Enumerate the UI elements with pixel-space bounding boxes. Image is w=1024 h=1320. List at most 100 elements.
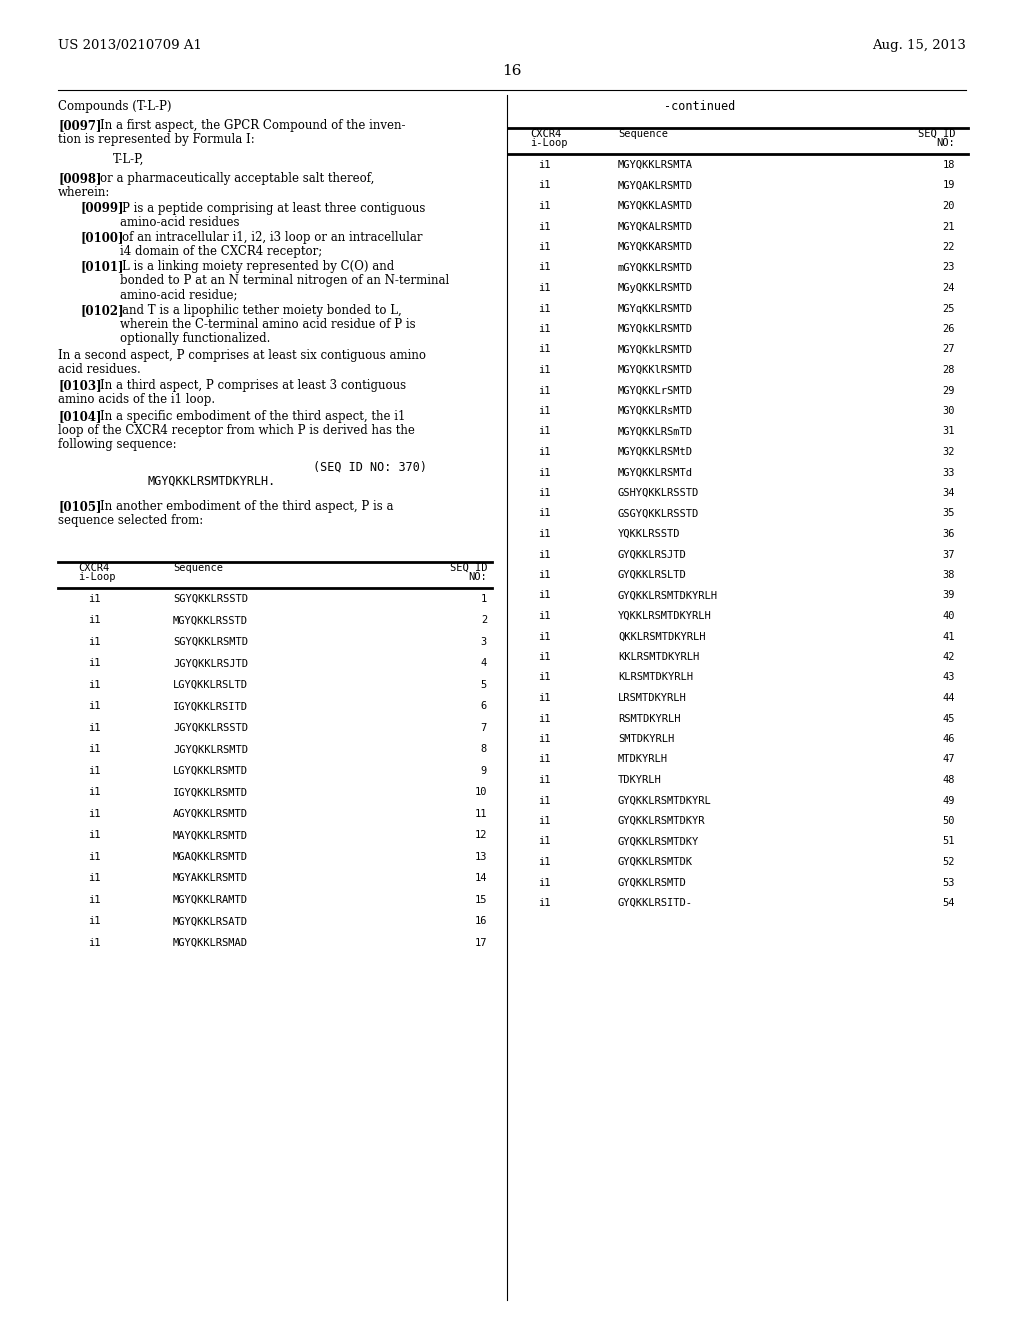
Text: i1: i1 — [538, 898, 550, 908]
Text: MGYQkKLRSMTD: MGYQkKLRSMTD — [618, 323, 693, 334]
Text: SGYQKKLRSSTD: SGYQKKLRSSTD — [173, 594, 248, 603]
Text: amino-acid residues: amino-acid residues — [120, 215, 240, 228]
Text: i1: i1 — [538, 447, 550, 457]
Text: LGYQKKLRSMTD: LGYQKKLRSMTD — [173, 766, 248, 776]
Text: 50: 50 — [942, 816, 955, 826]
Text: [0099]: [0099] — [80, 202, 124, 215]
Text: TDKYRLH: TDKYRLH — [618, 775, 662, 785]
Text: [0104]: [0104] — [58, 411, 101, 424]
Text: 39: 39 — [942, 590, 955, 601]
Text: IGYQKKLRSMTD: IGYQKKLRSMTD — [173, 787, 248, 797]
Text: loop of the CXCR4 receptor from which P is derived has the: loop of the CXCR4 receptor from which P … — [58, 424, 415, 437]
Text: CXCR4: CXCR4 — [78, 562, 110, 573]
Text: i1: i1 — [538, 714, 550, 723]
Text: i1: i1 — [538, 282, 550, 293]
Text: L is a linking moiety represented by C(O) and: L is a linking moiety represented by C(O… — [122, 260, 394, 273]
Text: KLRSMTDKYRLH: KLRSMTDKYRLH — [618, 672, 693, 682]
Text: 42: 42 — [942, 652, 955, 663]
Text: In a third aspect, P comprises at least 3 contiguous: In a third aspect, P comprises at least … — [100, 379, 407, 392]
Text: SGYQKKLRSMTD: SGYQKKLRSMTD — [173, 636, 248, 647]
Text: MGYQKALRSMTD: MGYQKALRSMTD — [618, 222, 693, 231]
Text: sequence selected from:: sequence selected from: — [58, 513, 203, 527]
Text: [0098]: [0098] — [58, 172, 101, 185]
Text: MGYqKKLRSMTD: MGYqKKLRSMTD — [618, 304, 693, 314]
Text: i1: i1 — [538, 467, 550, 478]
Text: MGYQKKARSMTD: MGYQKKARSMTD — [618, 242, 693, 252]
Text: In a first aspect, the GPCR Compound of the inven-: In a first aspect, the GPCR Compound of … — [100, 119, 406, 132]
Text: 16: 16 — [502, 63, 522, 78]
Text: 52: 52 — [942, 857, 955, 867]
Text: GYQKKLRSMTDKYR: GYQKKLRSMTDKYR — [618, 816, 706, 826]
Text: MGYAKKLRSMTD: MGYAKKLRSMTD — [173, 874, 248, 883]
Text: GYQKKLRSITD-: GYQKKLRSITD- — [618, 898, 693, 908]
Text: [0105]: [0105] — [58, 500, 101, 512]
Text: i1: i1 — [538, 508, 550, 519]
Text: SEQ ID: SEQ ID — [918, 129, 955, 139]
Text: MAYQKKLRSMTD: MAYQKKLRSMTD — [173, 830, 248, 841]
Text: 47: 47 — [942, 755, 955, 764]
Text: 11: 11 — [474, 809, 487, 818]
Text: i1: i1 — [538, 755, 550, 764]
Text: -continued: -continued — [665, 100, 735, 114]
Text: 27: 27 — [942, 345, 955, 355]
Text: 41: 41 — [942, 631, 955, 642]
Text: acid residues.: acid residues. — [58, 363, 140, 376]
Text: i1: i1 — [88, 701, 100, 711]
Text: i1: i1 — [538, 878, 550, 887]
Text: bonded to P at an N terminal nitrogen of an N-terminal: bonded to P at an N terminal nitrogen of… — [120, 275, 450, 288]
Text: 7: 7 — [480, 723, 487, 733]
Text: amino-acid residue;: amino-acid residue; — [120, 288, 238, 301]
Text: MGYQKKLRSATD: MGYQKKLRSATD — [173, 916, 248, 927]
Text: i1: i1 — [538, 181, 550, 190]
Text: [0102]: [0102] — [80, 304, 124, 317]
Text: i1: i1 — [538, 366, 550, 375]
Text: wherein:: wherein: — [58, 186, 111, 199]
Text: CXCR4: CXCR4 — [530, 129, 561, 139]
Text: 5: 5 — [480, 680, 487, 690]
Text: GYQKKLRSMTDK: GYQKKLRSMTDK — [618, 857, 693, 867]
Text: In a second aspect, P comprises at least six contiguous amino: In a second aspect, P comprises at least… — [58, 348, 426, 362]
Text: i1: i1 — [538, 631, 550, 642]
Text: i1: i1 — [538, 672, 550, 682]
Text: i1: i1 — [538, 611, 550, 620]
Text: i1: i1 — [538, 734, 550, 744]
Text: 23: 23 — [942, 263, 955, 272]
Text: i-Loop: i-Loop — [530, 139, 567, 148]
Text: i1: i1 — [88, 723, 100, 733]
Text: KKLRSMTDKYRLH: KKLRSMTDKYRLH — [618, 652, 699, 663]
Text: Aug. 15, 2013: Aug. 15, 2013 — [872, 40, 966, 51]
Text: MGYQKKLRSMTA: MGYQKKLRSMTA — [618, 160, 693, 170]
Text: 40: 40 — [942, 611, 955, 620]
Text: 48: 48 — [942, 775, 955, 785]
Text: i1: i1 — [538, 407, 550, 416]
Text: 24: 24 — [942, 282, 955, 293]
Text: QKKLRSMTDKYRLH: QKKLRSMTDKYRLH — [618, 631, 706, 642]
Text: 18: 18 — [942, 160, 955, 170]
Text: Compounds (T-L-P): Compounds (T-L-P) — [58, 100, 171, 114]
Text: i1: i1 — [88, 594, 100, 603]
Text: GYQKKLRSMTD: GYQKKLRSMTD — [618, 878, 687, 887]
Text: 3: 3 — [480, 636, 487, 647]
Text: i1: i1 — [538, 263, 550, 272]
Text: 30: 30 — [942, 407, 955, 416]
Text: i-Loop: i-Loop — [78, 572, 116, 582]
Text: i1: i1 — [538, 488, 550, 498]
Text: i1: i1 — [88, 937, 100, 948]
Text: MGYQKkLRSMTD: MGYQKkLRSMTD — [618, 345, 693, 355]
Text: 6: 6 — [480, 701, 487, 711]
Text: MGYQAKLRSMTD: MGYQAKLRSMTD — [618, 181, 693, 190]
Text: 9: 9 — [480, 766, 487, 776]
Text: i1: i1 — [538, 796, 550, 805]
Text: i4 domain of the CXCR4 receptor;: i4 domain of the CXCR4 receptor; — [120, 246, 323, 257]
Text: In another embodiment of the third aspect, P is a: In another embodiment of the third aspec… — [100, 500, 393, 512]
Text: [0100]: [0100] — [80, 231, 124, 244]
Text: and T is a lipophilic tether moiety bonded to L,: and T is a lipophilic tether moiety bond… — [122, 304, 401, 317]
Text: SMTDKYRLH: SMTDKYRLH — [618, 734, 674, 744]
Text: 38: 38 — [942, 570, 955, 579]
Text: i1: i1 — [88, 895, 100, 904]
Text: IGYQKKLRSITD: IGYQKKLRSITD — [173, 701, 248, 711]
Text: 15: 15 — [474, 895, 487, 904]
Text: 17: 17 — [474, 937, 487, 948]
Text: GYQKKLRSMTDKY: GYQKKLRSMTDKY — [618, 837, 699, 846]
Text: i1: i1 — [538, 304, 550, 314]
